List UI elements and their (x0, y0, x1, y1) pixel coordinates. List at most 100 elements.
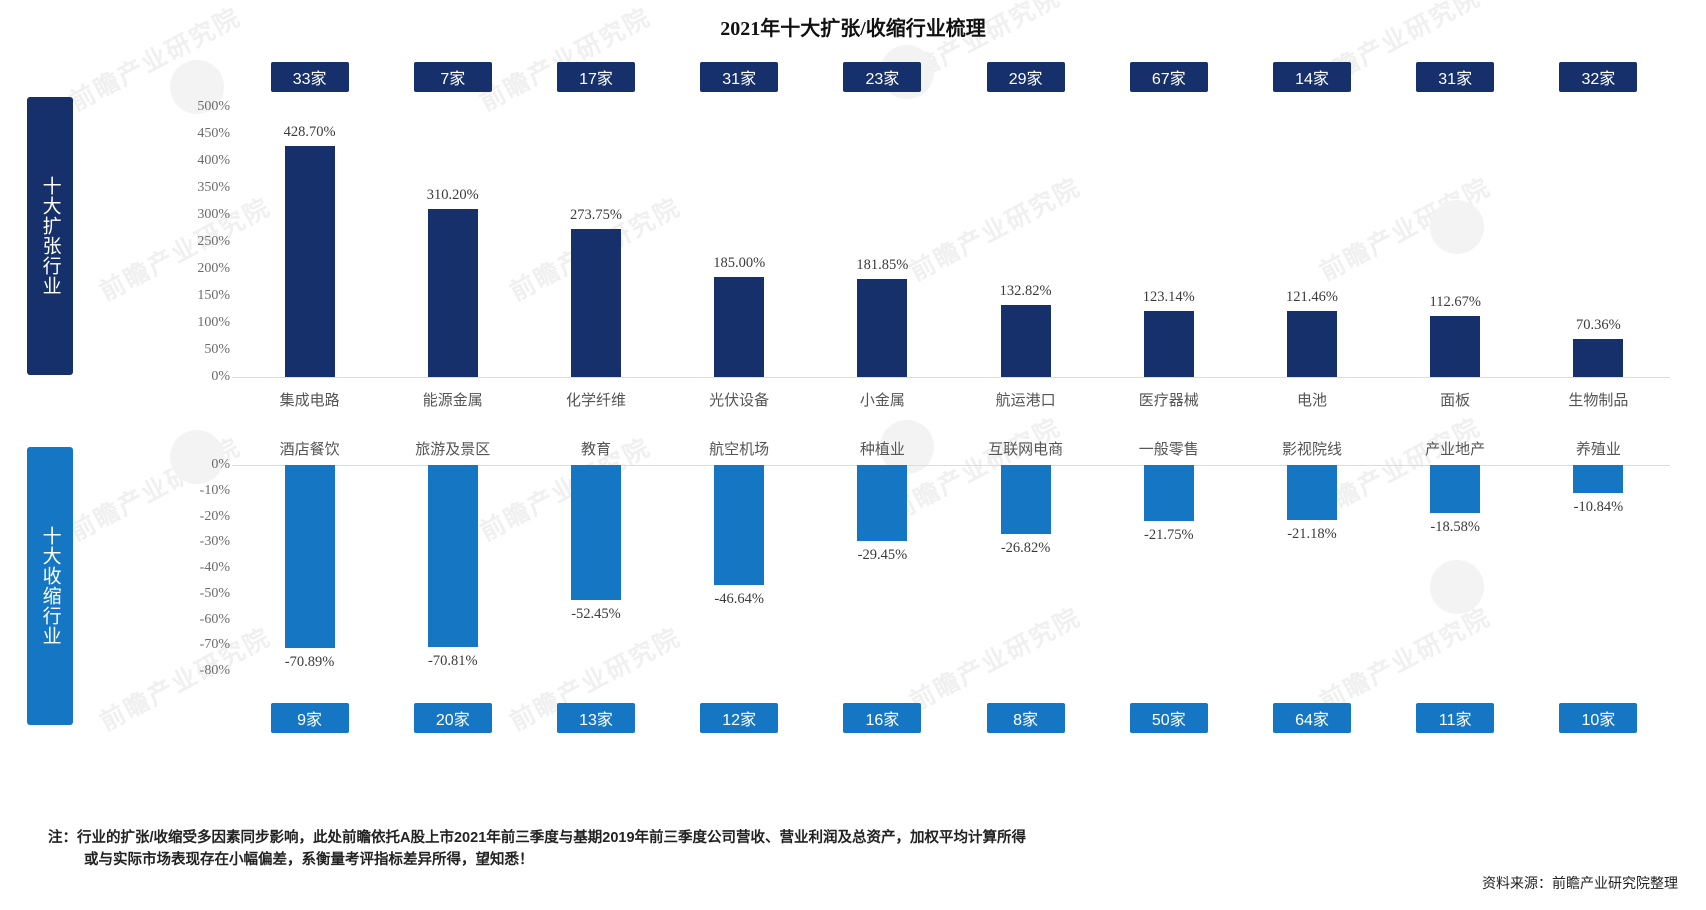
bar-contraction[interactable] (1573, 465, 1624, 493)
bar-value-label: 112.67% (1429, 294, 1481, 311)
category-label: 航空机场 (709, 441, 770, 458)
bar-group: -21.75% 一般零售 (1097, 441, 1240, 685)
category-label: 产业地产 (1425, 441, 1486, 458)
y-axis-tick-label: -80% (199, 663, 230, 678)
y-axis-tick-label: 50% (204, 342, 230, 357)
bar-group: -21.18% 影视院线 (1240, 441, 1383, 685)
company-count-badge: 64家 (1273, 703, 1351, 733)
y-axis-tick-label: 500% (197, 99, 230, 114)
bar-expansion[interactable] (1573, 339, 1624, 377)
bar-expansion[interactable] (284, 145, 335, 377)
bar-contraction[interactable] (857, 465, 908, 541)
y-axis-tick-label: 200% (197, 261, 230, 276)
company-count-badge: 29家 (986, 62, 1065, 92)
bar-expansion[interactable] (857, 278, 908, 377)
bar-expansion[interactable] (570, 229, 621, 377)
bar-expansion[interactable] (1000, 305, 1051, 377)
bar-value-label: -10.84% (1573, 498, 1624, 515)
company-count-badge: 12家 (700, 703, 779, 733)
y-axis-tick-label: 250% (197, 234, 230, 249)
company-count-badge: 9家 (270, 703, 349, 733)
bar-contraction[interactable] (1430, 465, 1481, 513)
company-count-badge: 67家 (1129, 62, 1208, 92)
y-axis-tick-label: 150% (197, 288, 230, 303)
bar-expansion[interactable] (427, 209, 478, 377)
y-axis-tick-label: 100% (197, 315, 230, 330)
bar-contraction[interactable] (1143, 465, 1194, 521)
y-axis-tick-label: 450% (197, 126, 230, 141)
company-count-badge: 20家 (413, 703, 492, 733)
company-count-badge: 23家 (843, 62, 922, 92)
company-count-badge: 13家 (557, 703, 635, 733)
side-tab-expansion: 十大扩张行业 (27, 97, 73, 375)
bar-contraction[interactable] (1286, 465, 1337, 520)
bar-group: 273.75% 化学纤维 (524, 95, 667, 409)
bar-contraction[interactable] (1000, 465, 1051, 535)
y-axis-tick-label: 0% (211, 369, 230, 384)
side-tab-contraction: 十大收缩行业 (27, 447, 73, 725)
company-count-badge: 50家 (1129, 703, 1208, 733)
bar-group: -29.45% 种植业 (811, 441, 954, 685)
bar-group: -70.81% 旅游及景区 (381, 441, 524, 685)
category-label: 光伏设备 (709, 392, 770, 409)
bar-group: -52.45% 教育 (524, 441, 667, 685)
bar-value-label: 185.00% (713, 255, 766, 272)
bar-expansion[interactable] (1286, 311, 1337, 377)
bar-contraction[interactable] (427, 465, 478, 648)
category-label: 旅游及景区 (415, 441, 491, 458)
category-label: 酒店餐饮 (279, 441, 340, 458)
y-axis-tick-label: 400% (197, 153, 230, 168)
bar-group: 185.00% 光伏设备 (668, 95, 811, 409)
bar-contraction[interactable] (714, 465, 765, 586)
company-count-badge: 8家 (986, 703, 1065, 733)
bar-expansion[interactable] (714, 277, 765, 377)
category-label: 小金属 (859, 392, 905, 409)
bar-group: 132.82% 航运港口 (954, 95, 1097, 409)
chart-expansion: 500% 450% 400% 350% 300% 250% 200% 150% 100% 50% 0… (170, 95, 1670, 410)
bar-value-label: -70.81% (428, 653, 478, 670)
y-axis-tick-label: -30% (199, 534, 230, 550)
bar-group: 428.70% 集成电路 (238, 95, 381, 410)
category-label: 互联网电商 (988, 441, 1064, 458)
bar-value-label: -21.75% (1144, 527, 1194, 543)
bar-group: -26.82% 互联网电商 (954, 441, 1097, 685)
chart-contraction: 0% -10% -20% -30% -40% -50% -60% -70% -80% -70.89… (170, 441, 1670, 685)
bar-group: 121.46% 电池 (1240, 95, 1383, 409)
bar-value-label: 121.46% (1286, 289, 1338, 306)
category-label: 影视院线 (1281, 441, 1342, 458)
bar-value-label: 273.75% (570, 207, 622, 224)
bar-value-label: -21.18% (1287, 525, 1337, 542)
source-label: 资料来源：前瞻产业研究院整理 (1482, 875, 1678, 891)
bar-value-label: -52.45% (571, 606, 621, 623)
category-label: 生物制品 (1568, 392, 1629, 409)
category-label: 集成电路 (279, 392, 340, 409)
zero-axis-line (232, 377, 1670, 378)
company-count-badge: 7家 (413, 62, 492, 92)
category-label: 化学纤维 (565, 392, 626, 409)
bar-contraction[interactable] (570, 465, 621, 601)
bar-group: -18.58% 产业地产 (1384, 441, 1527, 685)
category-label: 一般零售 (1138, 441, 1199, 458)
y-axis-tick-label: -40% (199, 560, 230, 575)
y-axis-tick-label: 300% (197, 207, 230, 222)
badge-row-expansion: 33家 7家 17家 31家 23家 29家 67家 14家 31家 32家 (170, 62, 1670, 92)
chart-expansion-plot-area: 500% 450% 400% 350% 300% 250% 200% 150% 100% 50% 0… (197, 95, 1670, 410)
company-count-badge: 33家 (270, 62, 349, 92)
y-axis-tick-label: -70% (199, 637, 230, 653)
bar-value-label: 310.20% (426, 187, 479, 204)
bar-expansion[interactable] (1430, 316, 1481, 377)
category-label: 种植业 (859, 441, 905, 458)
bar-group: -70.89% 酒店餐饮 (238, 441, 381, 685)
footnote-line-2: 或与实际市场表现存在小幅偏差，系衡量考评指标差异所得，望知悉！ (84, 852, 534, 869)
zero-axis-line (232, 465, 1670, 466)
bar-value-label: -26.82% (1000, 540, 1051, 557)
bar-expansion[interactable] (1143, 310, 1194, 377)
category-label: 电池 (1296, 392, 1327, 409)
bar-contraction[interactable] (284, 465, 335, 648)
bar-value-label: 428.70% (283, 123, 336, 140)
side-tab-expansion-label: 十大扩张行业 (39, 176, 61, 296)
category-label: 医疗器械 (1138, 392, 1199, 409)
company-count-badge: 31家 (700, 62, 779, 92)
bar-value-label: 70.36% (1576, 317, 1621, 333)
bar-value-label: -70.89% (284, 653, 335, 670)
